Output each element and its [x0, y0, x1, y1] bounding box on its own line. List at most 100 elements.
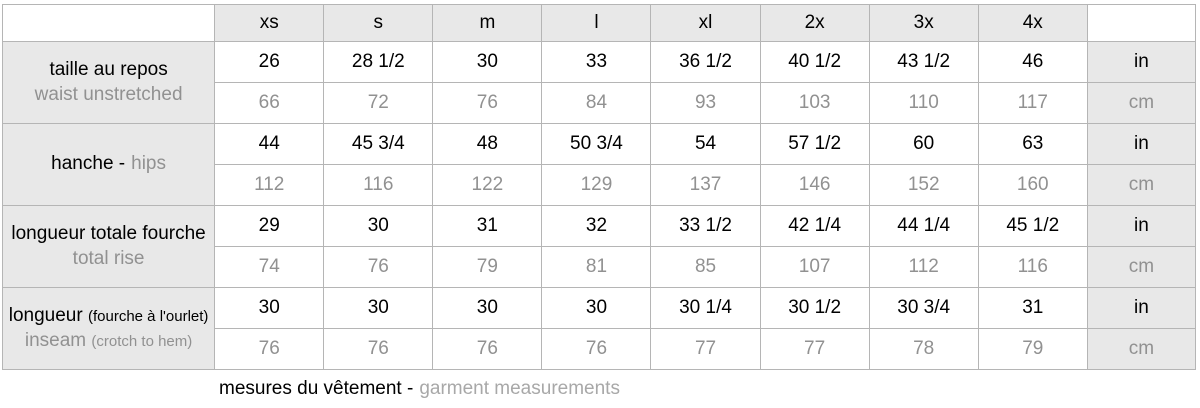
value-cell: 79 — [977, 328, 1088, 370]
value-cell: 146 — [759, 164, 870, 206]
row-label-inseam-fr-note: (fourche à l'ourlet) — [87, 307, 209, 325]
row-label-inseam-fr: longueur (fourche à l'ourlet) — [4, 304, 214, 329]
size-chart-table: xs s m l xl 2x 3x 4x taille au repos wai… — [1, 4, 1197, 370]
row-label-waist-fr: taille au repos — [49, 58, 168, 80]
value-cell: 31 — [432, 205, 543, 247]
value-cell: 30 1/4 — [650, 287, 761, 329]
row-label-inseam-en-note: (crotch to hem) — [91, 332, 193, 350]
inseam-cm-row: 76 76 76 76 77 77 78 79 cm — [3, 328, 1197, 370]
value-cell: 112 — [868, 246, 979, 288]
value-cell: 30 — [432, 41, 543, 83]
value-cell: 122 — [432, 164, 543, 206]
header-row: xs s m l xl 2x 3x 4x — [1, 4, 1197, 42]
value-cell: 76 — [432, 82, 543, 124]
value-cell: 76 — [541, 328, 652, 370]
value-cell: 45 1/2 — [977, 205, 1088, 247]
hips-in-row: hanche - hips 44 45 3/4 48 50 3/4 54 57 1… — [1, 123, 1197, 206]
size-header-2x: 2x — [759, 4, 870, 42]
size-header-xl: xl — [650, 4, 761, 42]
value-cell: 57 1/2 — [759, 123, 870, 165]
value-cell: 44 — [214, 123, 325, 165]
waist-cm-row: 66 72 76 84 93 103 110 117 cm — [3, 82, 1197, 124]
value-cell: 29 — [214, 205, 325, 247]
value-cell: 84 — [541, 82, 652, 124]
value-cell: 79 — [432, 246, 543, 288]
table-caption: mesures du vêtement - garment measurement… — [219, 378, 1200, 400]
value-cell: 77 — [759, 328, 870, 370]
value-cell: 116 — [977, 246, 1088, 288]
value-cell: 76 — [214, 328, 325, 370]
value-cell: 45 3/4 — [323, 123, 434, 165]
row-label-rise-en: total rise — [72, 247, 145, 269]
unit-cell-cm: cm — [1086, 246, 1197, 288]
value-cell: 117 — [977, 82, 1088, 124]
value-cell: 63 — [977, 123, 1088, 165]
value-cell: 152 — [868, 164, 979, 206]
value-cell: 160 — [977, 164, 1088, 206]
size-header-xs: xs — [214, 4, 325, 42]
value-cell: 36 1/2 — [650, 41, 761, 83]
unit-cell-cm: cm — [1086, 164, 1197, 206]
value-cell: 30 1/2 — [759, 287, 870, 329]
unit-cell-in: in — [1086, 123, 1197, 165]
value-cell: 81 — [541, 246, 652, 288]
unit-cell-cm: cm — [1086, 328, 1197, 370]
value-cell: 31 — [977, 287, 1088, 329]
value-cell: 85 — [650, 246, 761, 288]
value-cell: 30 — [432, 287, 543, 329]
size-header-m: m — [432, 4, 543, 42]
value-cell: 40 1/2 — [759, 41, 870, 83]
value-cell: 28 1/2 — [323, 41, 434, 83]
value-cell: 137 — [650, 164, 761, 206]
value-cell: 26 — [214, 41, 325, 83]
unit-cell-in: in — [1086, 205, 1197, 247]
row-label-hips-fr: hanche - — [51, 153, 126, 175]
size-header-l: l — [541, 4, 652, 42]
value-cell: 30 3/4 — [868, 287, 979, 329]
value-cell: 129 — [541, 164, 652, 206]
value-cell: 76 — [432, 328, 543, 370]
value-cell: 30 — [541, 287, 652, 329]
row-label-waist-en: waist unstretched — [34, 83, 183, 105]
value-cell: 48 — [432, 123, 543, 165]
value-cell: 78 — [868, 328, 979, 370]
rise-cm-row: 74 76 79 81 85 107 112 116 cm — [3, 246, 1197, 288]
value-cell: 30 — [214, 287, 325, 329]
size-header-3x: 3x — [868, 4, 979, 42]
value-cell: 44 1/4 — [868, 205, 979, 247]
hips-cm-row: 112 116 122 129 137 146 152 160 cm — [3, 164, 1197, 206]
value-cell: 30 — [323, 287, 434, 329]
rise-in-row: longueur totale fourche total rise 29 30… — [1, 205, 1197, 288]
corner-spacer-right — [1086, 4, 1197, 42]
row-label-inseam-fr-main: longueur — [8, 304, 83, 326]
value-cell: 112 — [214, 164, 325, 206]
value-cell: 50 3/4 — [541, 123, 652, 165]
unit-cell-cm: cm — [1086, 82, 1197, 124]
value-cell: 116 — [323, 164, 434, 206]
value-cell: 46 — [977, 41, 1088, 83]
table-caption-fr: mesures du vêtement - — [219, 378, 414, 399]
value-cell: 30 — [323, 205, 434, 247]
row-label-hips-line: hanche - hips — [4, 152, 214, 177]
row-label-waist: taille au repos waist unstretched — [1, 41, 216, 124]
value-cell: 103 — [759, 82, 870, 124]
value-cell: 33 1/2 — [650, 205, 761, 247]
row-label-inseam-en-main: inseam — [24, 329, 87, 351]
row-label-rise-fr: longueur totale fourche — [11, 222, 206, 244]
value-cell: 76 — [323, 328, 434, 370]
value-cell: 66 — [214, 82, 325, 124]
value-cell: 93 — [650, 82, 761, 124]
row-label-hips: hanche - hips — [1, 123, 216, 206]
value-cell: 33 — [541, 41, 652, 83]
row-label-rise: longueur totale fourche total rise — [1, 205, 216, 288]
value-cell: 54 — [650, 123, 761, 165]
value-cell: 74 — [214, 246, 325, 288]
size-header-4x: 4x — [977, 4, 1088, 42]
value-cell: 107 — [759, 246, 870, 288]
inseam-in-row: longueur (fourche à l'ourlet) inseam (cr… — [1, 287, 1197, 370]
table-caption-en: garment measurements — [419, 378, 620, 399]
size-header-s: s — [323, 4, 434, 42]
waist-in-row: taille au repos waist unstretched 26 28 … — [1, 41, 1197, 124]
row-label-inseam-en: inseam (crotch to hem) — [4, 329, 214, 354]
value-cell: 72 — [323, 82, 434, 124]
